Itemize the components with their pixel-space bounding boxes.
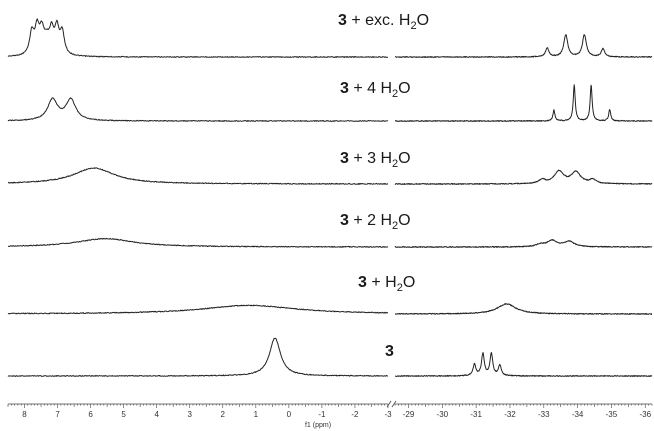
tick-label-right: -31 bbox=[470, 410, 482, 419]
label-text-end: O bbox=[417, 12, 429, 29]
x-axis-label: f1 (ppm) bbox=[305, 422, 331, 429]
label-text-end: O bbox=[398, 212, 410, 229]
label-subscript: 2 bbox=[392, 158, 398, 170]
compound-number: 3 bbox=[358, 274, 367, 291]
tick-label-left: -2 bbox=[351, 410, 359, 419]
tick-label-left: -1 bbox=[318, 410, 326, 419]
spectrum-label-2: 3 + 3 H2O bbox=[340, 150, 411, 170]
spectrum-label-1: 3 + 4 H2O bbox=[340, 80, 411, 100]
spectrum-label-4: 3 + H2O bbox=[358, 274, 415, 294]
tick-label-left: 0 bbox=[287, 410, 292, 419]
label-subscript: 2 bbox=[392, 220, 398, 232]
tick-label-left: 3 bbox=[188, 410, 193, 419]
label-text-end: O bbox=[398, 80, 410, 97]
label-text: + H bbox=[367, 274, 397, 291]
spectrum-trace-left-3 bbox=[7, 237, 389, 248]
spectrum-trace-right-0 bbox=[394, 34, 653, 58]
compound-number: 3 bbox=[340, 212, 349, 229]
spectrum-label-0: 3 + exc. H2O bbox=[338, 12, 429, 32]
label-text-end: O bbox=[403, 274, 415, 291]
spectrum-trace-right-2 bbox=[394, 169, 653, 185]
x-axis: 8 7 6 5 4 3 2 1 0 -1 -2 -3 -29 -30 -31 -32 -33 -34 -35 -36 bbox=[7, 400, 653, 419]
spectrum-trace-left-0 bbox=[7, 18, 389, 58]
spectrum-trace-right-1 bbox=[394, 84, 653, 122]
tick-label-left: 7 bbox=[55, 410, 60, 419]
spectrum-trace-right-5 bbox=[394, 352, 653, 377]
tick-label-right: -29 bbox=[403, 410, 415, 419]
label-text: + 2 H bbox=[349, 212, 392, 229]
spectrum-label-5: 3 bbox=[385, 343, 394, 360]
axis-break-mark bbox=[386, 400, 392, 408]
axis-break-mark bbox=[391, 400, 397, 408]
tick-label-left: 1 bbox=[254, 410, 259, 419]
tick-label-left: 5 bbox=[121, 410, 126, 419]
tick-label-left: -3 bbox=[384, 410, 392, 419]
spectrum-trace-left-1 bbox=[7, 97, 389, 122]
tick-label-right: -33 bbox=[538, 410, 550, 419]
label-text: + 4 H bbox=[349, 80, 392, 97]
tick-label-right: -30 bbox=[437, 410, 449, 419]
tick-label-right: -34 bbox=[572, 410, 584, 419]
tick-label-left: 8 bbox=[22, 410, 27, 419]
tick-label-right: -35 bbox=[606, 410, 618, 419]
compound-number: 3 bbox=[340, 150, 349, 167]
spectrum-trace-left-5 bbox=[7, 337, 389, 377]
spectrum-trace-right-4 bbox=[394, 303, 653, 315]
spectrum-trace-left-4 bbox=[7, 304, 389, 315]
compound-number: 3 bbox=[338, 12, 347, 29]
tick-label-left: 2 bbox=[221, 410, 226, 419]
spectrum-label-3: 3 + 2 H2O bbox=[340, 212, 411, 232]
tick-label-left: 6 bbox=[88, 410, 93, 419]
label-text: + 3 H bbox=[349, 150, 392, 167]
label-text: + exc. H bbox=[347, 12, 411, 29]
tick-label-right: -36 bbox=[639, 410, 651, 419]
compound-number: 3 bbox=[385, 343, 394, 360]
label-subscript: 2 bbox=[410, 20, 416, 32]
compound-number: 3 bbox=[340, 80, 349, 97]
label-subscript: 2 bbox=[397, 282, 403, 294]
spectrum-traces bbox=[7, 18, 653, 377]
spectrum-trace-left-2 bbox=[7, 167, 389, 185]
tick-label-right: -32 bbox=[504, 410, 516, 419]
label-text-end: O bbox=[398, 150, 410, 167]
label-subscript: 2 bbox=[392, 88, 398, 100]
tick-label-left: 4 bbox=[154, 410, 159, 419]
spectrum-trace-right-3 bbox=[394, 239, 653, 248]
